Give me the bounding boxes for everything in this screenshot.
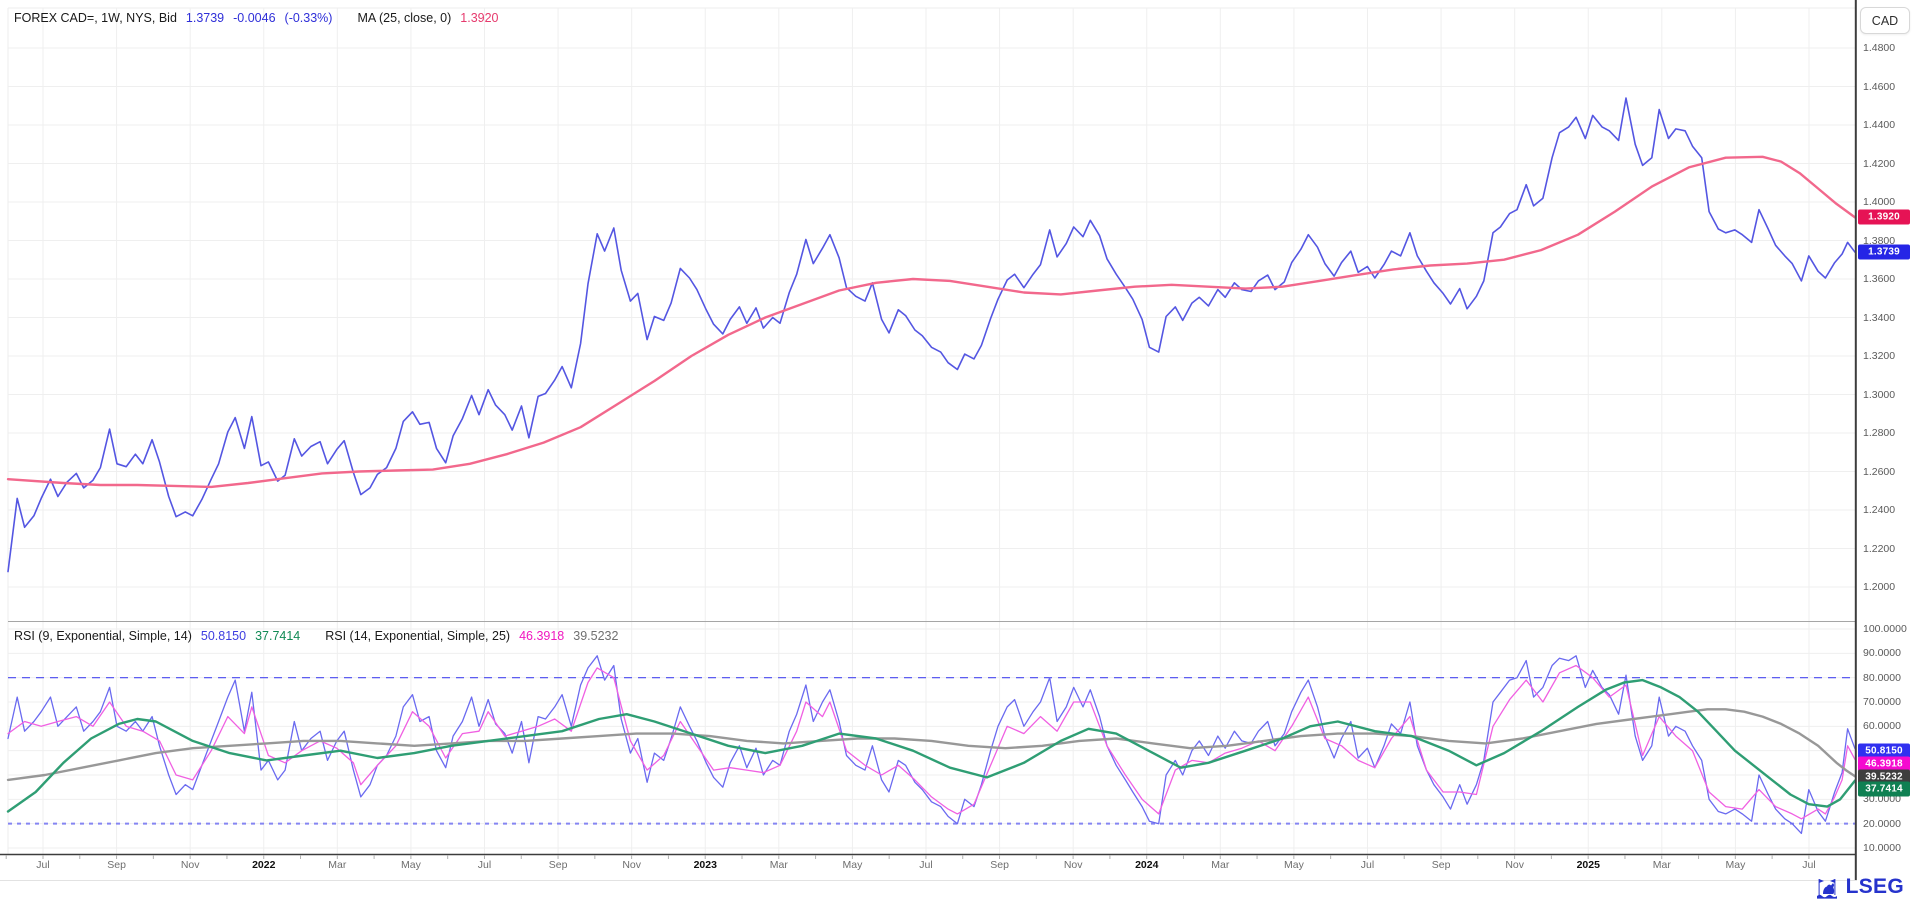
last-price-badge: 1.3739 — [1858, 244, 1910, 260]
x-axis-year-label: 2024 — [1135, 859, 1159, 871]
x-axis-month-label: Nov — [180, 859, 200, 871]
instrument-label: FOREX CAD=, 1W, NYS, Bid — [14, 11, 177, 25]
price-axis-label: 1.3800 — [1863, 234, 1896, 247]
x-axis-year-label: 2022 — [252, 859, 276, 871]
rsi-axis-label: 70.0000 — [1863, 695, 1901, 708]
lseg-logo: LSEG — [1814, 874, 1904, 900]
price-axis-label: 1.4600 — [1863, 80, 1896, 93]
rsi-value-badge: 37.7414 — [1858, 781, 1910, 797]
x-axis: Jul Sep Nov 2022 Mar May Jul Sep Nov 2023 Mar May Ju… — [0, 859, 1857, 879]
price-line-series — [7, 97, 1856, 573]
x-axis-month-label: Mar — [1211, 859, 1230, 871]
rsi-fast-ma-line — [6, 678, 1857, 813]
rsi-fast-line — [7, 655, 1856, 835]
rsi-value-badge: 46.3918 — [1858, 756, 1910, 772]
rsi-axis-label: 10.0000 — [1863, 841, 1901, 854]
x-axis-month-label: Jul — [1802, 859, 1816, 871]
rsi2-ma-value: 39.5232 — [573, 629, 619, 643]
price-axis-label: 1.2800 — [1863, 427, 1896, 439]
price-axis-label: 1.3000 — [1863, 388, 1896, 401]
x-axis-month-label: Sep — [107, 859, 126, 871]
x-axis-month-label: May — [842, 859, 863, 871]
price-axis-label: 1.2400 — [1863, 504, 1896, 516]
price-change-value: -0.0046 — [233, 11, 276, 25]
rsi2-value: 46.3918 — [519, 629, 565, 643]
x-axis-month-label: Sep — [548, 859, 568, 871]
price-axis-label: 1.3600 — [1863, 273, 1896, 285]
x-axis-month-label: Nov — [622, 859, 641, 871]
rsi-value-badge: 50.8150 — [1858, 743, 1910, 759]
x-axis-month-label: Mar — [769, 859, 788, 871]
x-axis-month-label: Jul — [36, 859, 50, 871]
rsi-axis-label: 20.0000 — [1863, 817, 1901, 830]
price-axis-label: 1.3200 — [1863, 350, 1896, 362]
price-legend: FOREX CAD=, 1W, NYS, Bid 1.3739 -0.0046 … — [14, 11, 499, 25]
price-axis-label: 1.4200 — [1863, 157, 1896, 170]
price-axis-label: 1.4400 — [1863, 119, 1896, 131]
x-axis-month-label: May — [1283, 859, 1304, 871]
rsi-axis-label: 90.0000 — [1863, 647, 1901, 660]
rsi1-ma-value: 37.7414 — [255, 629, 301, 643]
ma-price-badge: 1.3920 — [1858, 209, 1910, 225]
price-axis-label: 1.2200 — [1863, 542, 1896, 555]
price-axis-label: 1.4800 — [1863, 42, 1896, 54]
right-axis: CAD 1.4800 1.4600 1.4400 1.4200 1.4000 1.3800… — [1857, 0, 1916, 905]
x-axis-month-label: May — [1725, 859, 1746, 871]
x-axis-month-label: Jul — [1360, 859, 1375, 871]
rsi-axis-label: 80.0000 — [1863, 671, 1901, 684]
price-axis-label: 1.2600 — [1863, 465, 1896, 478]
last-price-value: 1.3739 — [185, 11, 225, 25]
rsi-axis-label: 100.0000 — [1863, 623, 1907, 635]
x-axis-month-label: May — [400, 859, 421, 871]
x-axis-year-label: 2023 — [693, 859, 717, 871]
x-axis-month-label: Jul — [477, 859, 492, 871]
price-axis-label: 1.3400 — [1863, 311, 1896, 324]
lseg-wordmark: LSEG — [1845, 875, 1904, 898]
x-axis-month-label: Nov — [1505, 859, 1524, 871]
x-axis-month-label: Mar — [328, 859, 347, 871]
rsi1-value: 50.8150 — [200, 629, 247, 643]
ma-line-series — [6, 155, 1857, 489]
x-axis-month-label: Sep — [990, 859, 1009, 871]
x-axis-month-label: Mar — [1652, 859, 1671, 871]
rsi-axis-label: 60.0000 — [1863, 720, 1901, 733]
price-axis-label: 1.4000 — [1863, 196, 1896, 208]
rsi-legend: RSI (9, Exponential, Simple, 14) 50.8150… — [14, 629, 618, 643]
x-axis-month-label: Sep — [1431, 859, 1451, 871]
x-axis-year-label: 2025 — [1576, 859, 1600, 871]
price-chart-canvas[interactable] — [0, 0, 1857, 882]
ma-legend-label: MA (25, close, 0) — [357, 11, 452, 25]
x-axis-month-label: Jul — [919, 859, 933, 871]
price-change-percent: (-0.33%) — [284, 11, 333, 25]
lseg-crest-icon — [1816, 879, 1837, 899]
price-axis-label: 1.2000 — [1863, 581, 1896, 593]
rsi-slow-line — [7, 664, 1856, 820]
rsi2-label: RSI (14, Exponential, Simple, 25) — [325, 629, 511, 643]
x-axis-month-label: Nov — [1063, 859, 1083, 871]
ma-legend-value: 1.3920 — [460, 11, 499, 25]
currency-button[interactable]: CAD — [1860, 7, 1910, 34]
rsi-value-badge: 39.5232 — [1858, 769, 1910, 785]
rsi-slow-ma-line — [6, 708, 1857, 782]
footer: LSEG — [0, 875, 1916, 905]
rsi1-label: RSI (9, Exponential, Simple, 14) — [14, 629, 192, 643]
